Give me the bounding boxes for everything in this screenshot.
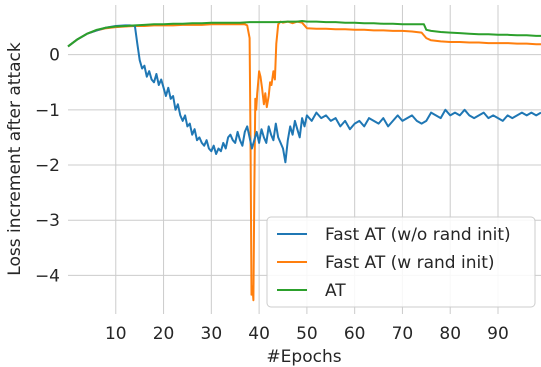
y-tick-labels: 0 −1 −2 −3 −4 [35,46,60,287]
x-axis-label: #Epochs [266,347,341,367]
x-tick-labels: 10 20 30 40 50 60 70 80 90 [105,324,509,344]
legend-box [266,216,536,308]
x-tick-label: 30 [201,324,223,344]
y-tick-label: −2 [35,156,60,176]
x-tick-label: 10 [105,324,127,344]
legend-label-2: AT [325,281,346,301]
x-tick-label: 90 [487,324,509,344]
y-tick-label: 0 [49,46,60,66]
legend: Fast AT (w/o rand init) Fast AT (w rand i… [266,216,536,308]
legend-label-0: Fast AT (w/o rand init) [325,225,511,245]
x-tick-label: 70 [392,324,414,344]
x-tick-label: 20 [153,324,175,344]
y-tick-label: −4 [35,266,60,286]
y-axis-label: Loss increment after attack [5,42,25,276]
x-tick-label: 80 [439,324,461,344]
series-line-1 [67,20,541,302]
x-tick-label: 40 [248,324,270,344]
x-tick-label: 50 [296,324,318,344]
y-tick-label: −3 [35,211,60,231]
x-tick-label: 60 [344,324,366,344]
series-line-0 [67,24,541,164]
series-lines [67,20,541,302]
series-line-2 [67,20,541,48]
legend-label-1: Fast AT (w rand init) [325,253,495,273]
y-tick-label: −1 [35,101,60,121]
